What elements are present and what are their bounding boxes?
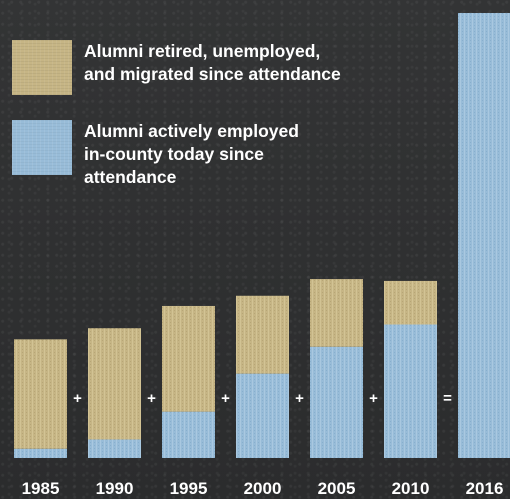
operator-plus-2: + bbox=[147, 390, 156, 407]
x-axis-ticks: 1985 1990 1995 2000 2005 2010 2016 bbox=[22, 479, 504, 498]
operator-plus-5: + bbox=[369, 390, 378, 407]
x-tick-label-2010: 2010 bbox=[392, 479, 430, 498]
legend-swatch-tan bbox=[12, 40, 72, 95]
bar-employed-2016 bbox=[458, 13, 510, 458]
legend-label-employed-line1: Alumni actively employed bbox=[84, 121, 299, 141]
bar-employed-2010 bbox=[384, 324, 437, 458]
bar-employed-1985 bbox=[14, 448, 67, 458]
bar-employed-1995 bbox=[162, 411, 215, 458]
bar-employed-1990 bbox=[88, 439, 141, 458]
x-tick-label-2016: 2016 bbox=[466, 479, 504, 498]
operator-plus-3: + bbox=[221, 390, 230, 407]
legend-label-employed-line3: attendance bbox=[84, 167, 177, 187]
legend-label-retired: Alumni retired, unemployed, and migrated… bbox=[84, 40, 341, 86]
bar-retired-1995 bbox=[162, 305, 215, 412]
legend-swatch-blue bbox=[12, 120, 72, 175]
legend-label-retired-line1: Alumni retired, unemployed, bbox=[84, 41, 321, 61]
bar-retired-1990 bbox=[88, 328, 141, 440]
operators-group: + + + + + = bbox=[73, 390, 452, 407]
x-tick-label-1990: 1990 bbox=[96, 479, 134, 498]
operator-equals-6: = bbox=[443, 390, 452, 407]
legend-label-employed-line2: in-county today since bbox=[84, 144, 264, 164]
bar-retired-2005 bbox=[310, 279, 363, 347]
x-tick-label-1985: 1985 bbox=[22, 479, 60, 498]
legend-label-retired-line2: and migrated since attendance bbox=[84, 64, 341, 84]
bar-retired-2000 bbox=[236, 295, 289, 374]
operator-plus-1: + bbox=[73, 390, 82, 407]
legend-label-employed: Alumni actively employed in-county today… bbox=[84, 120, 299, 189]
operator-plus-4: + bbox=[295, 390, 304, 407]
x-tick-label-2005: 2005 bbox=[318, 479, 356, 498]
bars-group bbox=[14, 13, 510, 458]
x-tick-label-2000: 2000 bbox=[244, 479, 282, 498]
x-tick-label-1995: 1995 bbox=[170, 479, 208, 498]
bar-employed-2000 bbox=[236, 373, 289, 458]
bar-retired-2010 bbox=[384, 280, 437, 325]
bar-employed-2005 bbox=[310, 346, 363, 458]
bar-retired-1985 bbox=[14, 339, 67, 449]
